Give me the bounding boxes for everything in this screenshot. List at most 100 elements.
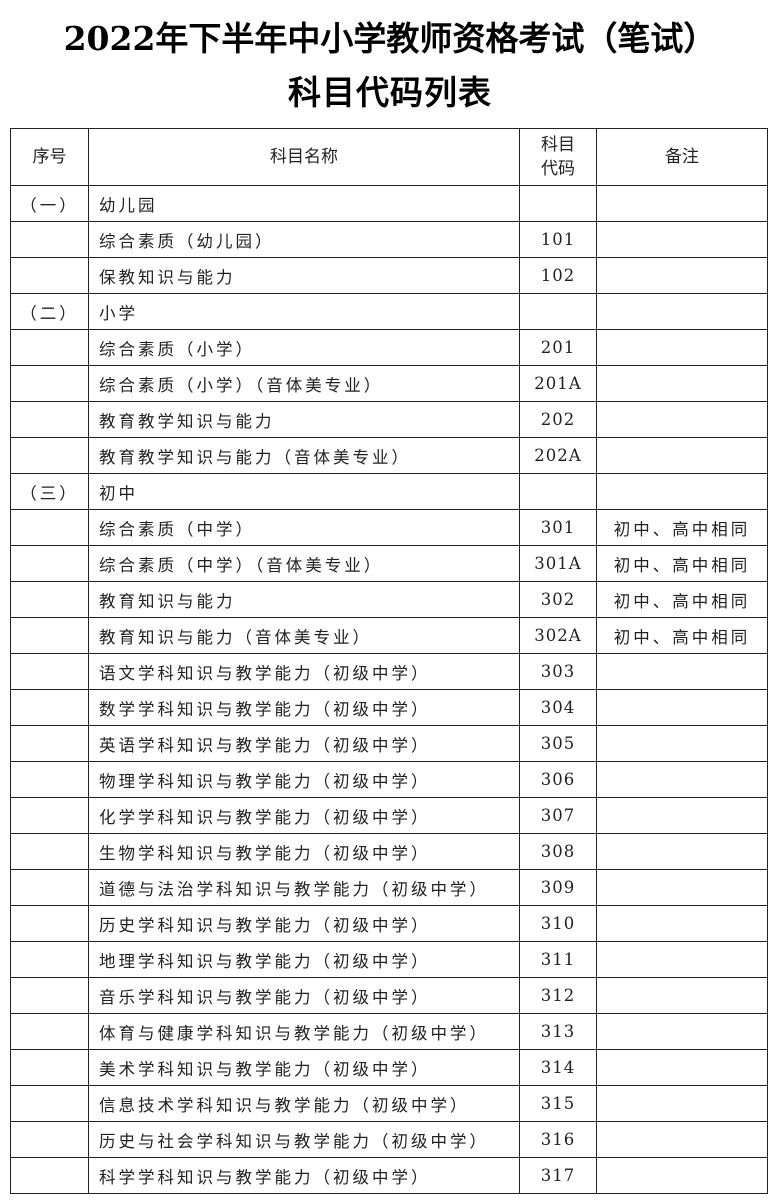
table-row: 综合素质（小学）（音体美专业） 201A <box>10 365 768 402</box>
table-row: 综合素质（中学）（音体美专业） 301A 初中、高中相同 <box>10 545 768 582</box>
table-row: （一） 幼儿园 <box>10 185 768 222</box>
row-note: 初中、高中相同 <box>596 581 768 618</box>
table-row: 体育与健康学科知识与教学能力（初级中学） 313 <box>10 1013 768 1050</box>
row-seq: （一） <box>10 185 89 222</box>
row-subject-name: 生物学科知识与教学能力（初级中学） <box>88 833 520 870</box>
row-note: 初中、高中相同 <box>596 509 768 546</box>
subject-code-table: 序号 科目名称 科目 代码 备注 （一） 幼儿园 综合素质（幼儿园） 101 保教知识与能… <box>10 128 768 1194</box>
row-seq <box>10 257 89 294</box>
row-subject-name: 美术学科知识与教学能力（初级中学） <box>88 1049 520 1086</box>
row-subject-code: 301 <box>519 509 597 546</box>
table-row: 教育教学知识与能力（音体美专业） 202A <box>10 437 768 474</box>
table-row: 信息技术学科知识与教学能力（初级中学） 315 <box>10 1085 768 1122</box>
table-row: 综合素质（小学） 201 <box>10 329 768 366</box>
row-note <box>596 365 768 402</box>
header-seq: 序号 <box>10 128 89 186</box>
row-seq: （二） <box>10 293 89 330</box>
row-note <box>596 905 768 942</box>
row-subject-code: 101 <box>519 221 597 258</box>
row-subject-code: 201 <box>519 329 597 366</box>
row-subject-code <box>519 185 597 222</box>
row-subject-code: 312 <box>519 977 597 1014</box>
row-seq <box>10 401 89 438</box>
row-subject-name: 幼儿园 <box>88 185 520 222</box>
row-subject-name: 数学学科知识与教学能力（初级中学） <box>88 689 520 726</box>
row-subject-name: 综合素质（小学）（音体美专业） <box>88 365 520 402</box>
row-seq <box>10 1049 89 1086</box>
row-subject-code: 311 <box>519 941 597 978</box>
row-seq <box>10 977 89 1014</box>
row-subject-name: 教育教学知识与能力（音体美专业） <box>88 437 520 474</box>
row-subject-code: 306 <box>519 761 597 798</box>
row-note <box>596 797 768 834</box>
row-note <box>596 1157 768 1194</box>
row-subject-name: 道德与法治学科知识与教学能力（初级中学） <box>88 869 520 906</box>
table-row: 保教知识与能力 102 <box>10 257 768 294</box>
row-subject-code: 202 <box>519 401 597 438</box>
row-seq <box>10 1157 89 1194</box>
row-seq <box>10 545 89 582</box>
row-note <box>596 473 768 510</box>
row-subject-code: 310 <box>519 905 597 942</box>
table-row: 教育知识与能力（音体美专业） 302A 初中、高中相同 <box>10 617 768 654</box>
row-note <box>596 725 768 762</box>
row-subject-name: 小学 <box>88 293 520 330</box>
row-subject-name: 教育知识与能力（音体美专业） <box>88 617 520 654</box>
row-subject-code: 305 <box>519 725 597 762</box>
row-subject-code: 202A <box>519 437 597 474</box>
row-note <box>596 869 768 906</box>
row-subject-code: 303 <box>519 653 597 690</box>
row-note <box>596 653 768 690</box>
row-subject-code <box>519 293 597 330</box>
row-note <box>596 977 768 1014</box>
row-subject-name: 初中 <box>88 473 520 510</box>
row-note <box>596 401 768 438</box>
table-header-row: 序号 科目名称 科目 代码 备注 <box>10 128 768 186</box>
row-seq <box>10 221 89 258</box>
header-note: 备注 <box>596 128 768 186</box>
header-name: 科目名称 <box>88 128 520 186</box>
row-note <box>596 329 768 366</box>
row-note <box>596 293 768 330</box>
row-seq <box>10 869 89 906</box>
row-seq <box>10 365 89 402</box>
table-row: 历史与社会学科知识与教学能力（初级中学） 316 <box>10 1121 768 1158</box>
row-seq <box>10 437 89 474</box>
row-subject-name: 教育知识与能力 <box>88 581 520 618</box>
row-subject-name: 综合素质（幼儿园） <box>88 221 520 258</box>
table-row: 英语学科知识与教学能力（初级中学） 305 <box>10 725 768 762</box>
row-subject-name: 英语学科知识与教学能力（初级中学） <box>88 725 520 762</box>
table-row: 教育知识与能力 302 初中、高中相同 <box>10 581 768 618</box>
table-row: 物理学科知识与教学能力（初级中学） 306 <box>10 761 768 798</box>
row-subject-code: 302A <box>519 617 597 654</box>
row-note <box>596 185 768 222</box>
row-subject-name: 音乐学科知识与教学能力（初级中学） <box>88 977 520 1014</box>
row-seq <box>10 329 89 366</box>
row-seq <box>10 905 89 942</box>
row-note <box>596 689 768 726</box>
row-note <box>596 1085 768 1122</box>
row-subject-name: 语文学科知识与教学能力（初级中学） <box>88 653 520 690</box>
row-seq <box>10 509 89 546</box>
table-row: 历史学科知识与教学能力（初级中学） 310 <box>10 905 768 942</box>
row-subject-code: 309 <box>519 869 597 906</box>
table-row: 美术学科知识与教学能力（初级中学） 314 <box>10 1049 768 1086</box>
row-subject-name: 综合素质（小学） <box>88 329 520 366</box>
row-note <box>596 833 768 870</box>
row-seq <box>10 1121 89 1158</box>
row-subject-code: 307 <box>519 797 597 834</box>
row-note: 初中、高中相同 <box>596 617 768 654</box>
table-row: 数学学科知识与教学能力（初级中学） 304 <box>10 689 768 726</box>
row-subject-name: 地理学科知识与教学能力（初级中学） <box>88 941 520 978</box>
header-code-text: 科目 代码 <box>541 135 575 179</box>
row-seq: （三） <box>10 473 89 510</box>
row-subject-code: 317 <box>519 1157 597 1194</box>
row-subject-code: 102 <box>519 257 597 294</box>
row-note <box>596 221 768 258</box>
table-row: 科学学科知识与教学能力（初级中学） 317 <box>10 1157 768 1194</box>
row-seq <box>10 797 89 834</box>
row-seq <box>10 941 89 978</box>
table-row: 生物学科知识与教学能力（初级中学） 308 <box>10 833 768 870</box>
row-seq <box>10 1085 89 1122</box>
table-row: 综合素质（中学） 301 初中、高中相同 <box>10 509 768 546</box>
